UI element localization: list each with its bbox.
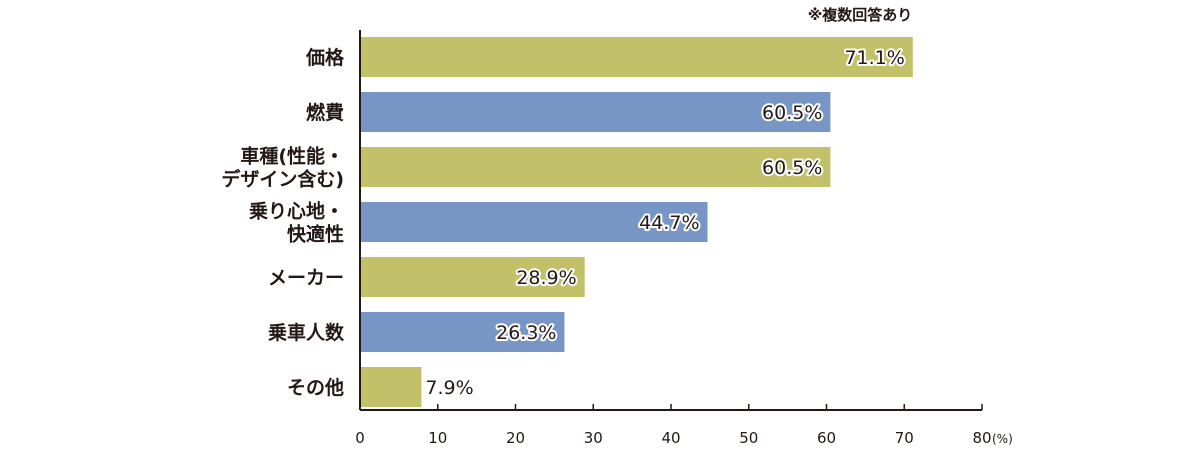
x-tick-label: 60 <box>817 429 836 447</box>
bar <box>360 367 422 407</box>
value-label: 71.1% <box>844 47 904 69</box>
x-tick-label: 80 <box>972 429 991 447</box>
value-label: 60.5% <box>762 102 822 124</box>
x-tick-label: 0 <box>355 429 365 447</box>
x-tick-label: 50 <box>739 429 758 447</box>
value-label: 28.9% <box>516 267 576 289</box>
x-tick-label: 30 <box>584 429 603 447</box>
category-label: その他 <box>287 376 344 399</box>
value-label: 7.9% <box>425 377 473 399</box>
category-label: 価格 <box>305 46 345 69</box>
multiple-answers-note: ※複数回答あり <box>807 6 913 24</box>
x-axis-unit: (%) <box>992 432 1013 446</box>
value-label: 26.3% <box>496 322 556 344</box>
x-tick-label: 10 <box>428 429 447 447</box>
category-label: 車種(性能・デザイン含む) <box>221 145 344 191</box>
x-tick-label: 70 <box>895 429 914 447</box>
value-label: 44.7% <box>639 212 699 234</box>
bar <box>360 147 831 187</box>
bar <box>360 202 708 242</box>
category-label: メーカー <box>268 267 344 289</box>
category-label: 乗車人数 <box>268 321 345 344</box>
x-tick-label: 20 <box>506 429 525 447</box>
bar <box>360 37 913 77</box>
value-label: 60.5% <box>762 157 822 179</box>
bar <box>360 92 831 132</box>
bar <box>360 312 565 352</box>
category-label: 燃費 <box>306 101 344 124</box>
category-label: 乗り心地・快適性 <box>249 200 344 246</box>
x-tick-label: 40 <box>661 429 680 447</box>
bar <box>360 257 585 297</box>
